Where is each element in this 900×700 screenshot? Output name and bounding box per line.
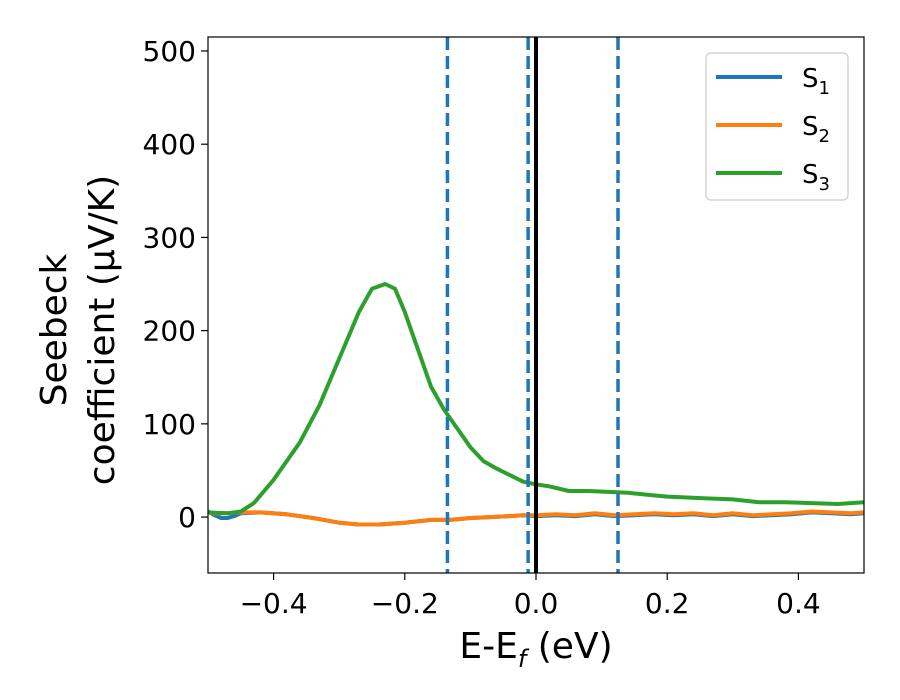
y-tick-label: 500 bbox=[143, 35, 196, 68]
legend-label-s1: S1 bbox=[802, 64, 830, 99]
x-tick-label: 0.2 bbox=[645, 587, 690, 620]
y-axis-label-line1: Seebeck bbox=[34, 253, 75, 406]
plot-clip-group bbox=[208, 37, 864, 573]
x-axis-label: E-Ef (eV) bbox=[459, 626, 612, 673]
x-tick-label: −0.4 bbox=[240, 587, 308, 620]
legend-label-s3: S3 bbox=[802, 160, 830, 195]
plot-area bbox=[208, 37, 864, 573]
y-tick-label: 400 bbox=[143, 128, 196, 161]
series-line-s2 bbox=[208, 509, 864, 527]
y-tick-label: 100 bbox=[143, 408, 196, 441]
y-axis-label-line2: coefficient (μV/K) bbox=[82, 175, 123, 485]
axes: −0.4 −0.2 0.0 0.2 0.4 0 100 200 300 400 500 bbox=[143, 35, 865, 620]
series-line-s3 bbox=[208, 282, 864, 516]
y-tick-label: 300 bbox=[143, 221, 196, 254]
legend: S1 S2 S3 bbox=[705, 52, 849, 201]
x-tick-label: 0.4 bbox=[776, 587, 821, 620]
x-tick-label: 0.0 bbox=[514, 587, 559, 620]
y-tick-label: 200 bbox=[143, 315, 196, 348]
x-tick-label: −0.2 bbox=[371, 587, 439, 620]
y-tick-label: 0 bbox=[178, 501, 196, 534]
legend-label-s2: S2 bbox=[802, 112, 830, 147]
axis-labels: E-Ef (eV) Seebeck coefficient (μV/K) bbox=[34, 175, 613, 673]
